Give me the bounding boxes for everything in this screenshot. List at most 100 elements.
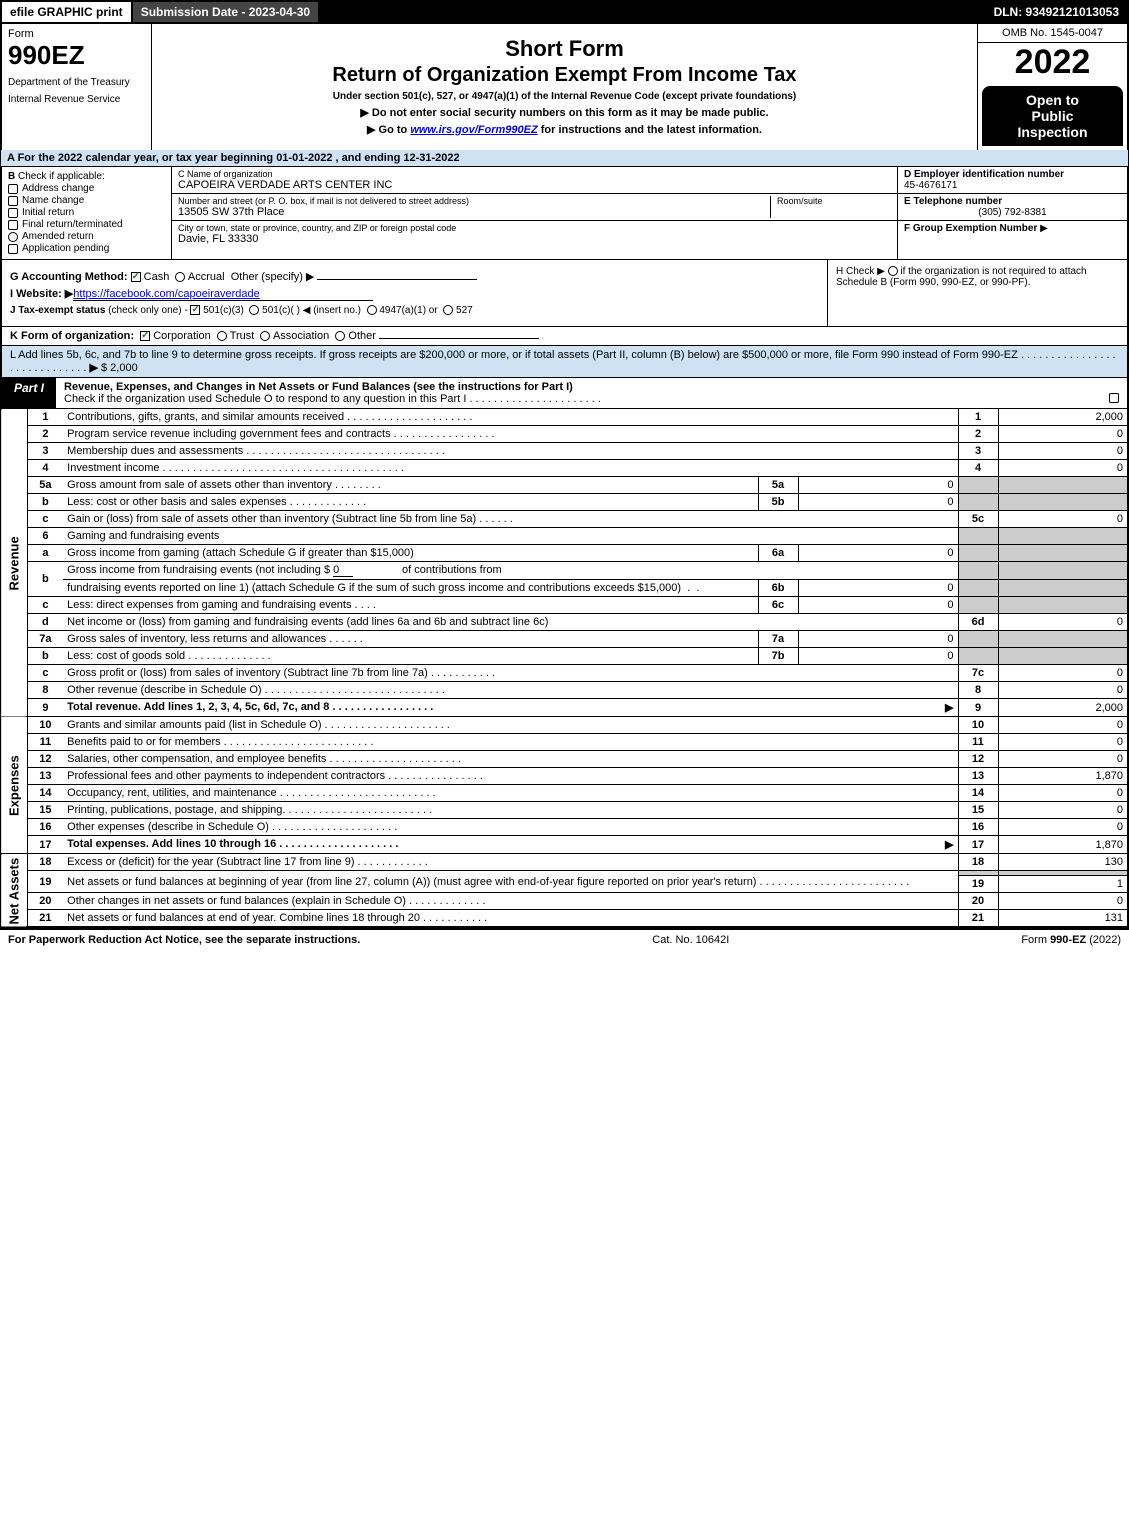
opt-address-change: Address change [22, 183, 94, 194]
row-9: 9 Total revenue. Add lines 1, 2, 3, 4, 5… [1, 699, 1128, 717]
r6b-in: 6b [758, 580, 798, 597]
opt-name-change: Name change [22, 195, 84, 206]
row-7a: 7a Gross sales of inventory, less return… [1, 631, 1128, 648]
r9-desc-cell: Total revenue. Add lines 1, 2, 3, 4, 5c,… [63, 699, 958, 717]
g-other-field[interactable] [317, 279, 477, 280]
r5a-iv: 0 [798, 477, 958, 494]
r6b-lgrey2 [958, 580, 998, 597]
org-name: CAPOEIRA VERDADE ARTS CENTER INC [178, 179, 891, 191]
org-city: Davie, FL 33330 [178, 233, 891, 245]
row-21: 21 Net assets or fund balances at end of… [1, 910, 1128, 928]
radio-amended-return[interactable] [8, 232, 18, 242]
r10-val: 0 [998, 717, 1128, 734]
checkbox-501c3[interactable] [190, 305, 200, 315]
radio-h-check[interactable] [888, 266, 898, 276]
radio-accrual[interactable] [175, 272, 185, 282]
section-h: H Check ▶ if the organization is not req… [827, 260, 1127, 326]
j-501c: 501(c)( ) [262, 305, 300, 316]
c-name-label: C Name of organization [178, 169, 891, 179]
radio-501c[interactable] [249, 305, 259, 315]
r8-ln: 8 [958, 682, 998, 699]
checkbox-application-pending[interactable] [8, 244, 18, 254]
section-bcdef: B Check if applicable: Address change Na… [0, 167, 1129, 259]
r7a-iv: 0 [798, 631, 958, 648]
part-1-table: Revenue 1 Contributions, gifts, grants, … [0, 409, 1129, 928]
row-3: 3 Membership dues and assessments . . . … [1, 443, 1128, 460]
row-15: 15 Printing, publications, postage, and … [1, 802, 1128, 819]
r16-val: 0 [998, 819, 1128, 836]
r5b-lgrey [958, 494, 998, 511]
r6d-val: 0 [998, 614, 1128, 631]
r7a-desc: Gross sales of inventory, less returns a… [63, 631, 758, 648]
g-accrual: Accrual [188, 271, 225, 283]
checkbox-initial-return[interactable] [8, 208, 18, 218]
r6b-vgrey1 [998, 562, 1128, 580]
efile-print-label[interactable]: efile GRAPHIC print [2, 2, 131, 22]
r19-desc: Net assets or fund balances at beginning… [63, 871, 958, 893]
r19-ln: 19 [958, 876, 998, 893]
website-link[interactable]: https://facebook.com/capoeiraverdade [73, 288, 373, 301]
row-18: Net Assets 18 Excess or (deficit) for th… [1, 854, 1128, 871]
r5a-desc: Gross amount from sale of assets other t… [63, 477, 758, 494]
r9-arrow: ▶ [945, 701, 953, 714]
k-assoc: Association [273, 330, 329, 342]
row-12: 12 Salaries, other compensation, and emp… [1, 751, 1128, 768]
r5b-in: 5b [758, 494, 798, 511]
f-arrow: ▶ [1040, 223, 1048, 234]
k-other-field[interactable] [379, 338, 539, 339]
checkbox-cash[interactable] [131, 272, 141, 282]
row-6: 6 Gaming and fundraising events [1, 528, 1128, 545]
r3-val: 0 [998, 443, 1128, 460]
row-5a: 5a Gross amount from sale of assets othe… [1, 477, 1128, 494]
r7c-val: 0 [998, 665, 1128, 682]
r6-vgrey [998, 528, 1128, 545]
radio-527[interactable] [443, 305, 453, 315]
dln-label: DLN: 93492121013053 [986, 2, 1127, 22]
j-527: 527 [456, 305, 473, 316]
r18-val: 130 [998, 854, 1128, 871]
section-c: C Name of organization CAPOEIRA VERDADE … [172, 167, 897, 259]
r12-num: 12 [27, 751, 63, 768]
r11-val: 0 [998, 734, 1128, 751]
j-501c3: 501(c)(3) [203, 305, 244, 316]
row-7b: b Less: cost of goods sold . . . . . . .… [1, 648, 1128, 665]
row-16: 16 Other expenses (describe in Schedule … [1, 819, 1128, 836]
checkbox-address-change[interactable] [8, 184, 18, 194]
r14-ln: 14 [958, 785, 998, 802]
r6d-num: d [27, 614, 63, 631]
l-text: L Add lines 5b, 6c, and 7b to line 9 to … [10, 349, 1018, 361]
opt-application-pending: Application pending [22, 243, 109, 254]
row-13: 13 Professional fees and other payments … [1, 768, 1128, 785]
r9-val: 2,000 [998, 699, 1128, 717]
radio-association[interactable] [260, 331, 270, 341]
r15-desc: Printing, publications, postage, and shi… [63, 802, 958, 819]
r2-num: 2 [27, 426, 63, 443]
r12-desc: Salaries, other compensation, and employ… [63, 751, 958, 768]
radio-trust[interactable] [217, 331, 227, 341]
r20-desc: Other changes in net assets or fund bala… [63, 893, 958, 910]
r5c-val: 0 [998, 511, 1128, 528]
checkbox-name-change[interactable] [8, 196, 18, 206]
checkbox-final-return[interactable] [8, 220, 18, 230]
radio-4947[interactable] [367, 305, 377, 315]
r13-desc: Professional fees and other payments to … [63, 768, 958, 785]
radio-other[interactable] [335, 331, 345, 341]
h-text1: H Check ▶ [836, 266, 885, 277]
goto-link[interactable]: www.irs.gov/Form990EZ [410, 124, 537, 136]
row-6c: c Less: direct expenses from gaming and … [1, 597, 1128, 614]
r5a-in: 5a [758, 477, 798, 494]
r6b-d2-prefix: of contributions from [402, 564, 502, 576]
r6b-amt: 0 [333, 564, 353, 577]
header-right: OMB No. 1545-0047 2022 Open to Public In… [977, 24, 1127, 150]
j-label: J Tax-exempt status [10, 305, 105, 316]
r17-ln: 17 [958, 836, 998, 854]
checkbox-part1-scho[interactable] [1109, 393, 1119, 403]
checkbox-corporation[interactable] [140, 331, 150, 341]
k-other: Other [348, 330, 376, 342]
r21-val: 131 [998, 910, 1128, 928]
r6-lgrey [958, 528, 998, 545]
r6c-iv: 0 [798, 597, 958, 614]
r17-desc-cell: Total expenses. Add lines 10 through 16 … [63, 836, 958, 854]
r5b-desc: Less: cost or other basis and sales expe… [63, 494, 758, 511]
line-g: G Accounting Method: Cash Accrual Other … [10, 270, 819, 283]
